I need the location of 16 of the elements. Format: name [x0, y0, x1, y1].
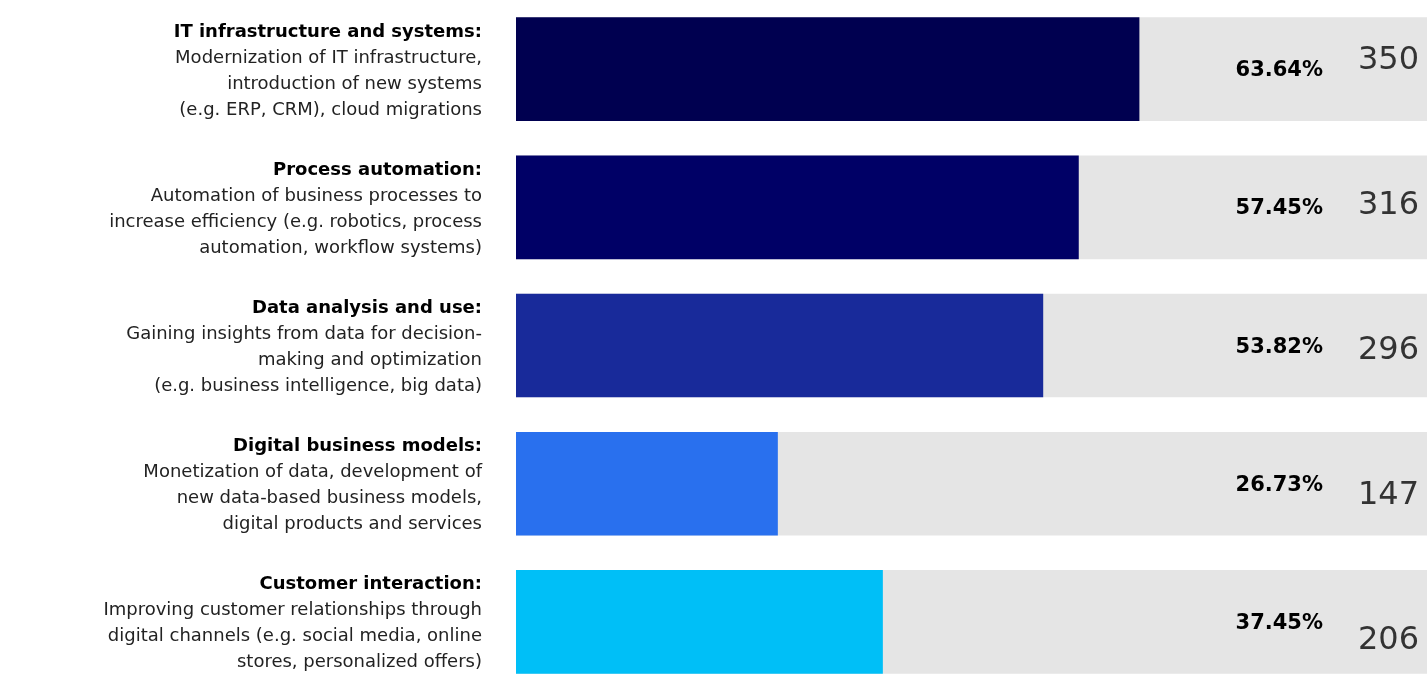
annotation: 316: [1357, 183, 1419, 222]
data-label: 26.73%: [1235, 471, 1323, 496]
annotation: 350: [1357, 38, 1419, 77]
data-label: 57.45%: [1235, 195, 1323, 220]
bar: [516, 431, 778, 536]
annotation: 206: [1357, 619, 1419, 658]
y-tick-label: Data analysis and use: Gaining insights from data for decision- making and optimization (e.g. business intelligence, big data): [126, 296, 482, 395]
data-label: 37.45%: [1235, 609, 1323, 634]
y-tick-label: Customer interaction: Improving customer relationships through digital channels (e.g. social media, online stores, personalized offers): [103, 572, 482, 672]
data-label: 63.64%: [1235, 57, 1323, 82]
annotation: 147: [1357, 474, 1419, 513]
data-label: 53.82%: [1235, 333, 1323, 358]
y-tick-label: Process automation: Automation of business processes to increase efficiency (e.g. robotics, process automation, workflow systems): [109, 157, 482, 257]
y-tick-label: IT infrastructure and systems: Modernization of IT infrastructure, introduction of new systems (e.g. ERP, CRM), cloud migrations: [173, 19, 482, 119]
annotation: 296: [1357, 329, 1419, 367]
y-tick-label: Digital business models: Monetization of data, development of new data-based business models, digital products and services: [143, 434, 483, 534]
